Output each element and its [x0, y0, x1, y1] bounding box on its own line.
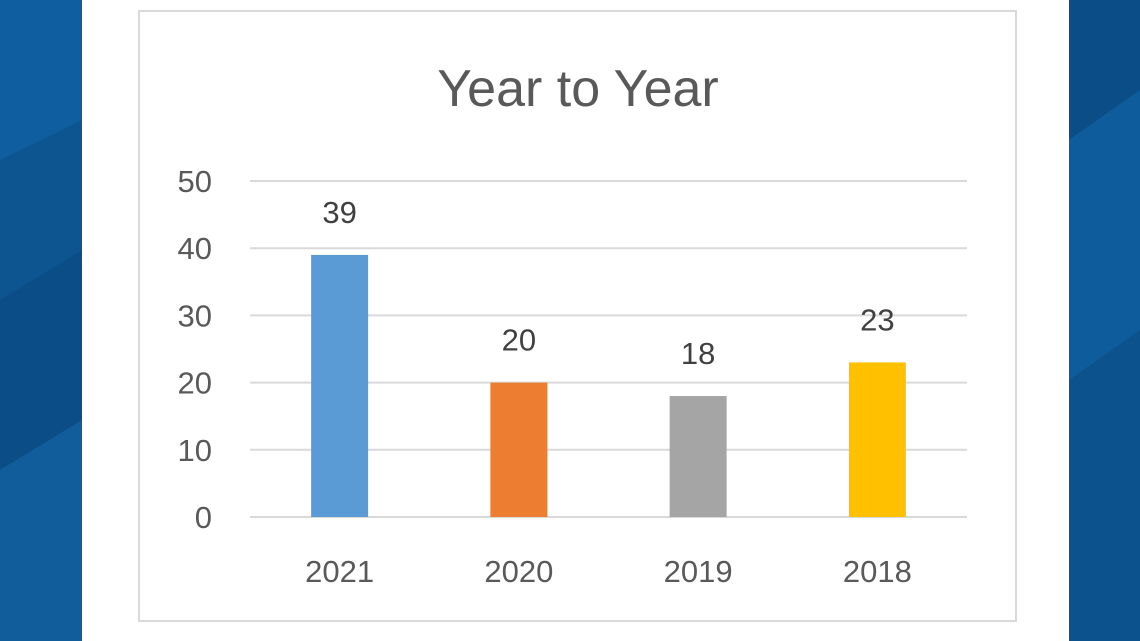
x-tick-label-2020: 2020: [484, 554, 553, 589]
bar-2019: [669, 396, 727, 517]
bar-2020: [490, 382, 548, 517]
chart-title: Year to Year: [437, 60, 718, 118]
y-tick-label: 50: [178, 164, 212, 199]
data-label-2021: 39: [322, 195, 356, 230]
x-tick-label-2019: 2019: [664, 554, 733, 589]
bar-2021: [311, 254, 369, 518]
data-labels: 39 20 18 23: [322, 195, 894, 371]
y-tick-label: 0: [195, 500, 212, 535]
y-tick-label: 40: [178, 231, 212, 266]
chart-frame: [138, 10, 1017, 622]
bar-2018: [848, 362, 906, 517]
gridlines: [250, 180, 967, 518]
y-axis-ticks: 0 10 20 30 40 50: [178, 164, 212, 535]
x-tick-label-2018: 2018: [843, 554, 912, 589]
x-axis-ticks: 2021 2020 2019 2018: [305, 554, 912, 589]
y-tick-label: 10: [178, 433, 212, 468]
data-label-2018: 23: [860, 302, 894, 337]
bars: [311, 254, 906, 518]
data-label-2020: 20: [502, 323, 536, 358]
x-tick-label-2021: 2021: [305, 554, 374, 589]
chart-panel: Year to Year 0 10 20 30 40 50 39 20 18 23 2021 20…: [82, 0, 1069, 641]
y-tick-label: 20: [178, 366, 212, 401]
data-label-2019: 18: [681, 336, 715, 371]
y-tick-label: 30: [178, 298, 212, 333]
